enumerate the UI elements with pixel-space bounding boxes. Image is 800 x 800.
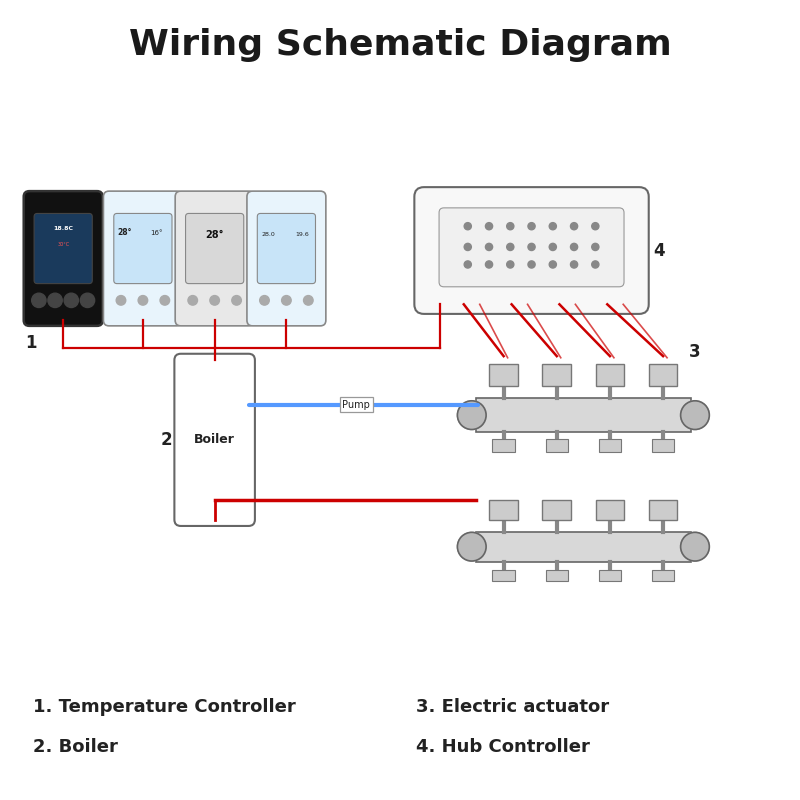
Circle shape (48, 293, 62, 307)
Circle shape (464, 243, 471, 250)
Text: 16°: 16° (150, 230, 163, 235)
Circle shape (550, 243, 556, 250)
Text: Boiler: Boiler (194, 434, 235, 446)
Circle shape (464, 222, 471, 230)
Circle shape (232, 295, 242, 305)
Text: 18.8C: 18.8C (53, 226, 73, 231)
Text: 30°C: 30°C (57, 242, 70, 247)
FancyBboxPatch shape (439, 208, 624, 286)
Bar (649, 364, 678, 386)
Text: 28.0: 28.0 (262, 232, 275, 237)
FancyBboxPatch shape (186, 214, 244, 284)
Circle shape (464, 261, 471, 268)
Circle shape (64, 293, 78, 307)
Bar (542, 500, 571, 519)
Circle shape (210, 295, 219, 305)
Circle shape (506, 243, 514, 250)
Bar (652, 439, 674, 452)
Bar (493, 570, 515, 581)
Text: 28°: 28° (206, 230, 224, 240)
Text: 1: 1 (26, 334, 37, 352)
Bar (598, 570, 621, 581)
Circle shape (32, 293, 46, 307)
Bar (493, 439, 515, 452)
Text: 19.6: 19.6 (295, 232, 309, 237)
Circle shape (528, 243, 535, 250)
Bar (542, 364, 571, 386)
Text: 2: 2 (161, 431, 172, 449)
Circle shape (116, 295, 126, 305)
Bar (595, 500, 624, 519)
Text: Pump: Pump (342, 400, 370, 410)
Text: 4: 4 (654, 242, 665, 259)
Circle shape (550, 261, 556, 268)
Circle shape (570, 243, 578, 250)
Text: 1. Temperature Controller: 1. Temperature Controller (34, 698, 296, 716)
Circle shape (681, 532, 710, 561)
Circle shape (486, 243, 493, 250)
FancyBboxPatch shape (247, 191, 326, 326)
Circle shape (260, 295, 270, 305)
FancyBboxPatch shape (175, 191, 254, 326)
FancyBboxPatch shape (34, 214, 92, 284)
Bar (595, 364, 624, 386)
Circle shape (188, 295, 198, 305)
Circle shape (570, 222, 578, 230)
Circle shape (570, 261, 578, 268)
Bar (476, 531, 691, 562)
Circle shape (528, 261, 535, 268)
FancyBboxPatch shape (174, 354, 255, 526)
Circle shape (592, 261, 599, 268)
Text: 2. Boiler: 2. Boiler (34, 738, 118, 756)
Circle shape (458, 532, 486, 561)
Circle shape (138, 295, 148, 305)
Bar (598, 439, 621, 452)
Circle shape (681, 401, 710, 430)
Circle shape (160, 295, 170, 305)
FancyBboxPatch shape (114, 214, 172, 284)
Bar (490, 364, 518, 386)
Circle shape (303, 295, 313, 305)
Circle shape (80, 293, 94, 307)
Bar (476, 398, 691, 432)
Bar (649, 500, 678, 519)
Circle shape (506, 222, 514, 230)
Circle shape (592, 243, 599, 250)
FancyBboxPatch shape (103, 191, 182, 326)
FancyBboxPatch shape (24, 191, 102, 326)
Text: Wiring Schematic Diagram: Wiring Schematic Diagram (129, 28, 671, 62)
FancyBboxPatch shape (414, 187, 649, 314)
Text: 28°: 28° (118, 228, 132, 237)
Circle shape (282, 295, 291, 305)
Bar (490, 500, 518, 519)
Circle shape (458, 401, 486, 430)
Circle shape (528, 222, 535, 230)
Text: 3. Electric actuator: 3. Electric actuator (416, 698, 609, 716)
Text: 3: 3 (689, 343, 701, 361)
Circle shape (486, 222, 493, 230)
Circle shape (506, 261, 514, 268)
Circle shape (486, 261, 493, 268)
Bar (546, 439, 568, 452)
Circle shape (550, 222, 556, 230)
Bar (652, 570, 674, 581)
Circle shape (592, 222, 599, 230)
Text: 4. Hub Controller: 4. Hub Controller (416, 738, 590, 756)
FancyBboxPatch shape (258, 214, 315, 284)
Bar (546, 570, 568, 581)
